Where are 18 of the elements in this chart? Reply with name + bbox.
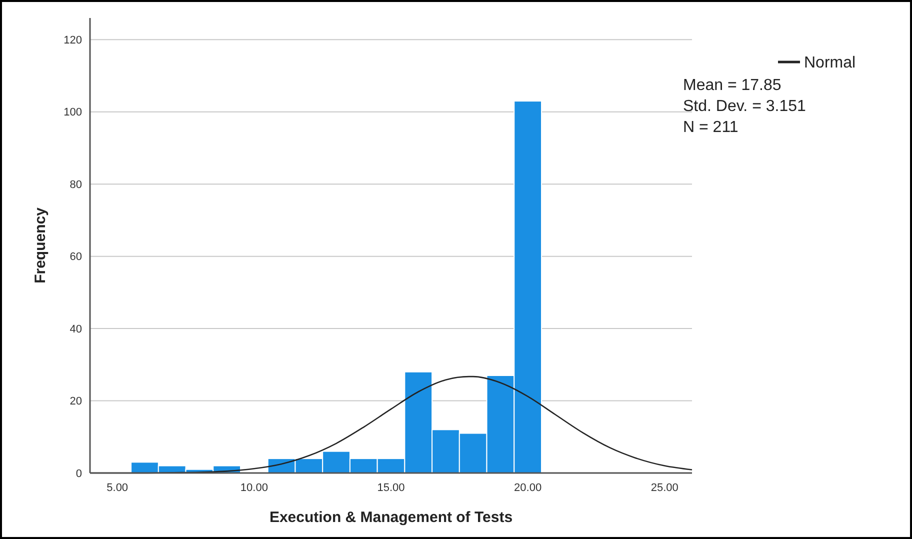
y-tick-label: 20 xyxy=(70,396,82,408)
y-tick-label: 120 xyxy=(64,34,82,47)
y-tick-label: 60 xyxy=(70,251,82,264)
legend-label: Normal xyxy=(804,54,856,72)
y-tick-label: 100 xyxy=(64,106,82,119)
annotation: Mean = 17.85 xyxy=(683,77,782,94)
y-tick-label: 80 xyxy=(70,178,82,191)
y-tick-label: 0 xyxy=(76,468,82,480)
annotation: Std. Dev. = 3.151 xyxy=(683,98,806,115)
x-tick-label: 10.00 xyxy=(240,482,268,494)
y-axis-title: Frequency xyxy=(32,206,49,284)
x-tick-label: 20.00 xyxy=(514,482,542,494)
y-tick-label: 40 xyxy=(70,323,82,336)
x-tick-label: 25.00 xyxy=(650,482,678,494)
x-tick-label: 5.00 xyxy=(106,482,128,494)
x-tick-label: 15.00 xyxy=(377,482,405,494)
annotation: N = 211 xyxy=(683,119,738,136)
x-axis-title: Execution & Management of Tests xyxy=(269,509,513,526)
